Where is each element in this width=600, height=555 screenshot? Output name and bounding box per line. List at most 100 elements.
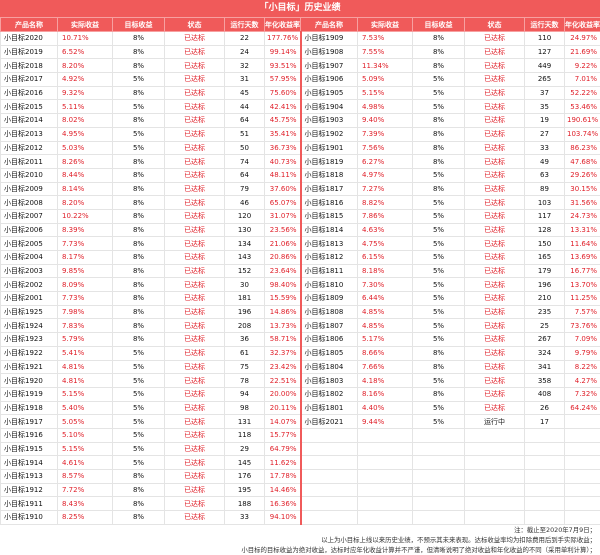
target-return-cell: 8% bbox=[413, 45, 465, 59]
target-return-cell: 5% bbox=[113, 73, 165, 87]
actual-return-cell: 7.53% bbox=[358, 32, 413, 46]
product-name-cell: 小目标2009 bbox=[1, 182, 58, 196]
running-days-cell: 150 bbox=[525, 237, 565, 251]
product-name-cell: 小目标2005 bbox=[1, 237, 58, 251]
actual-return-cell: 5.05% bbox=[58, 415, 113, 429]
actual-return-cell: 5.11% bbox=[58, 100, 113, 114]
product-name-cell: 小目标1809 bbox=[301, 292, 358, 306]
product-name-cell: 小目标2002 bbox=[1, 278, 58, 292]
product-name-cell: 小目标1813 bbox=[301, 237, 358, 251]
target-return-cell: 5% bbox=[113, 127, 165, 141]
target-return-cell: 8% bbox=[413, 141, 465, 155]
status-cell: 已达标 bbox=[465, 59, 525, 73]
product-name-cell: 小目标1903 bbox=[301, 114, 358, 128]
actual-return-cell: 7.72% bbox=[58, 483, 113, 497]
status-cell: 已达标 bbox=[465, 333, 525, 347]
annualized-return-cell: 48.11% bbox=[265, 168, 301, 182]
target-return-cell: 8% bbox=[113, 223, 165, 237]
product-name-cell: 小目标1921 bbox=[1, 360, 58, 374]
actual-return-cell: 4.61% bbox=[58, 456, 113, 470]
status-cell: 已达标 bbox=[165, 428, 225, 442]
running-days-cell: 35 bbox=[525, 100, 565, 114]
annualized-return-cell: 64.24% bbox=[565, 401, 600, 415]
target-return-cell: 5% bbox=[413, 168, 465, 182]
status-cell: 已达标 bbox=[465, 86, 525, 100]
actual-return-cell: 7.73% bbox=[58, 237, 113, 251]
status-cell: 已达标 bbox=[465, 251, 525, 265]
annualized-return-cell bbox=[565, 415, 600, 429]
annualized-return-cell: 13.69% bbox=[565, 251, 600, 265]
annualized-return-cell: 7.09% bbox=[565, 333, 600, 347]
actual-return-cell: 7.30% bbox=[358, 278, 413, 292]
product-name-cell: 小目标1906 bbox=[301, 73, 358, 87]
target-return-cell: 8% bbox=[113, 45, 165, 59]
status-cell: 已达标 bbox=[465, 305, 525, 319]
running-days-cell: 176 bbox=[225, 470, 265, 484]
running-days-cell: 179 bbox=[525, 264, 565, 278]
target-return-cell: 8% bbox=[413, 360, 465, 374]
product-name-cell: 小目标1904 bbox=[301, 100, 358, 114]
actual-return-cell: 6.52% bbox=[58, 45, 113, 59]
running-days-cell: 24 bbox=[225, 45, 265, 59]
product-name-cell: 小目标2020 bbox=[1, 32, 58, 46]
product-name-cell: 小目标2004 bbox=[1, 251, 58, 265]
status-cell: 已达标 bbox=[165, 45, 225, 59]
running-days-cell: 449 bbox=[525, 59, 565, 73]
annualized-return-cell: 64.79% bbox=[265, 442, 301, 456]
actual-return-cell: 7.66% bbox=[358, 360, 413, 374]
actual-return-cell: 6.15% bbox=[358, 251, 413, 265]
product-name-cell: 小目标2018 bbox=[1, 59, 58, 73]
status-cell: 已达标 bbox=[165, 497, 225, 511]
product-name-cell bbox=[301, 442, 358, 456]
target-return-cell: 5% bbox=[113, 346, 165, 360]
annualized-return-cell: 93.51% bbox=[265, 59, 301, 73]
status-cell: 已达标 bbox=[465, 182, 525, 196]
target-return-cell bbox=[413, 483, 465, 497]
actual-return-cell: 8.39% bbox=[58, 223, 113, 237]
annualized-return-cell: 7.01% bbox=[565, 73, 600, 87]
target-return-cell: 8% bbox=[113, 292, 165, 306]
product-name-cell bbox=[301, 470, 358, 484]
target-return-cell: 5% bbox=[413, 196, 465, 210]
actual-return-cell: 11.34% bbox=[358, 59, 413, 73]
running-days-cell: 235 bbox=[525, 305, 565, 319]
annualized-return-cell: 32.37% bbox=[265, 346, 301, 360]
target-return-cell: 8% bbox=[113, 196, 165, 210]
product-name-cell: 小目标1905 bbox=[301, 86, 358, 100]
running-days-cell: 341 bbox=[525, 360, 565, 374]
annualized-return-cell: 53.46% bbox=[565, 100, 600, 114]
actual-return-cell: 7.86% bbox=[358, 209, 413, 223]
product-name-cell: 小目标1907 bbox=[301, 59, 358, 73]
annualized-return-cell: 23.42% bbox=[265, 360, 301, 374]
annualized-return-cell: 30.15% bbox=[565, 182, 600, 196]
actual-return-cell: 6.44% bbox=[358, 292, 413, 306]
running-days-cell: 64 bbox=[225, 168, 265, 182]
running-days-cell: 19 bbox=[525, 114, 565, 128]
annualized-return-cell: 17.78% bbox=[265, 470, 301, 484]
running-days-cell: 32 bbox=[225, 59, 265, 73]
annualized-return-cell: 21.06% bbox=[265, 237, 301, 251]
actual-return-cell: 9.40% bbox=[358, 114, 413, 128]
target-return-cell: 5% bbox=[113, 456, 165, 470]
actual-return-cell: 4.98% bbox=[358, 100, 413, 114]
header-target-return: 目标收益 bbox=[413, 18, 465, 32]
status-cell: 已达标 bbox=[465, 387, 525, 401]
status-cell: 已达标 bbox=[465, 223, 525, 237]
actual-return-cell: 9.85% bbox=[58, 264, 113, 278]
product-name-cell: 小目标1912 bbox=[1, 483, 58, 497]
actual-return-cell: 4.97% bbox=[358, 168, 413, 182]
product-name-cell: 小目标1922 bbox=[1, 346, 58, 360]
product-name-cell: 小目标1808 bbox=[301, 305, 358, 319]
status-cell: 已达标 bbox=[165, 32, 225, 46]
running-days-cell: 408 bbox=[525, 387, 565, 401]
actual-return-cell bbox=[358, 497, 413, 511]
